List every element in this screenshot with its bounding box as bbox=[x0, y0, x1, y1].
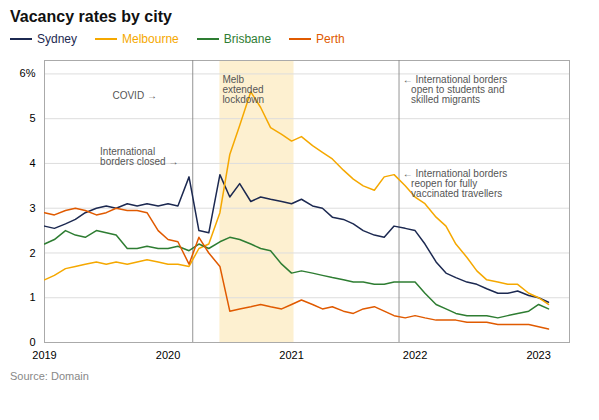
svg-text:0: 0 bbox=[29, 336, 35, 348]
html-text:Brisbane: Brisbane bbox=[223, 32, 272, 46]
svg-text:4: 4 bbox=[29, 157, 35, 169]
svg-text:Internationalborders closed →: Internationalborders closed → bbox=[100, 146, 178, 167]
svg-text:1: 1 bbox=[29, 291, 35, 303]
html-text:Melbourne: Melbourne bbox=[122, 32, 179, 46]
svg-text:2020: 2020 bbox=[156, 349, 180, 361]
html-text:Sydney: Sydney bbox=[37, 32, 77, 46]
svg-text:6%: 6% bbox=[20, 67, 36, 79]
svg-text:← International borders reop: ← International borders reopen for fully… bbox=[403, 168, 508, 199]
svg-text:← International borders open: ← International borders open to students… bbox=[403, 74, 508, 105]
html-text:Vacancy rates by city: Vacancy rates by city bbox=[10, 8, 172, 25]
svg-text:2022: 2022 bbox=[403, 349, 427, 361]
svg-text:2021: 2021 bbox=[279, 349, 303, 361]
svg-text:2023: 2023 bbox=[526, 349, 550, 361]
svg-text:COVID →: COVID → bbox=[112, 90, 156, 101]
html-text:Source: Domain: Source: Domain bbox=[10, 370, 89, 382]
svg-text:2019: 2019 bbox=[32, 349, 56, 361]
svg-text:3: 3 bbox=[29, 202, 35, 214]
svg-text:Melbextendedlockdown: Melbextendedlockdown bbox=[222, 74, 264, 105]
svg-text:5: 5 bbox=[29, 112, 35, 124]
svg-text:2: 2 bbox=[29, 246, 35, 258]
html-text:Perth: Perth bbox=[316, 32, 345, 46]
